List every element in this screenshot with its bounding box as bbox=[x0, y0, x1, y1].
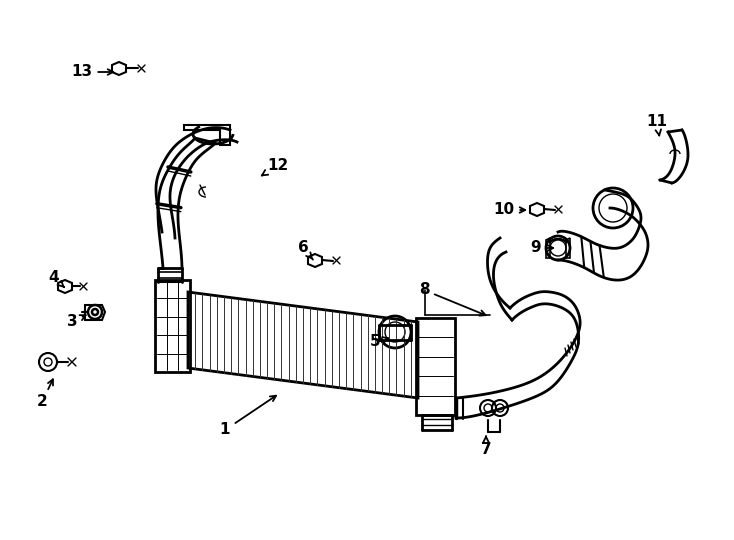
Text: 12: 12 bbox=[262, 158, 288, 176]
Text: 10: 10 bbox=[493, 202, 526, 218]
Text: 8: 8 bbox=[418, 282, 486, 316]
Text: 2: 2 bbox=[37, 379, 53, 409]
Text: 5: 5 bbox=[370, 334, 388, 349]
Text: 4: 4 bbox=[48, 271, 65, 287]
Text: 9: 9 bbox=[531, 240, 553, 255]
Text: 1: 1 bbox=[219, 396, 276, 437]
Text: 3: 3 bbox=[67, 314, 86, 329]
Text: 13: 13 bbox=[71, 64, 113, 79]
Text: 7: 7 bbox=[481, 436, 491, 457]
Text: 11: 11 bbox=[647, 114, 667, 136]
Text: 6: 6 bbox=[297, 240, 313, 260]
